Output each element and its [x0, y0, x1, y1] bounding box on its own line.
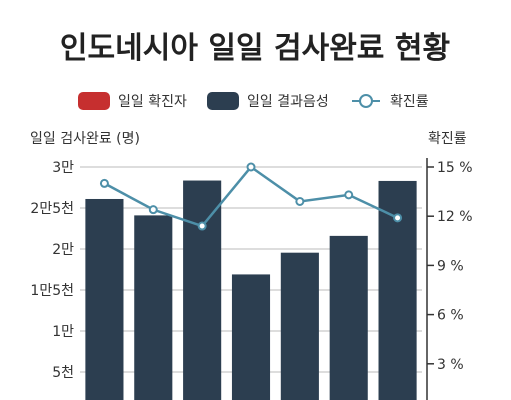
rate-line	[99, 162, 403, 231]
y-tick-label: 2만	[52, 242, 74, 258]
y-axis-ticks: 5천 1만 1만5천 2만 2만5천 3만	[30, 160, 74, 381]
y-axis-title: 일일 검사완료 (명)	[30, 131, 140, 147]
bars	[85, 180, 417, 400]
legend-label-rate: 확진률	[390, 94, 429, 110]
bar-negative	[85, 198, 124, 400]
legend-swatch-positive	[78, 92, 110, 110]
y-tick-label: 5천	[52, 365, 74, 381]
legend-marker-rate	[359, 94, 373, 108]
rate-point	[197, 221, 207, 231]
legend: 일일 확진자 일일 결과음성 확진률	[78, 92, 429, 110]
y2-axis-title: 확진률	[428, 131, 467, 147]
rate-point	[246, 162, 256, 172]
rate-point	[99, 178, 109, 188]
y2-tick-label: 3 %	[437, 357, 464, 373]
y2-tick-label: 12 %	[437, 209, 473, 225]
y2-axis-ticks: 3 % 6 % 9 % 12 % 15 %	[427, 160, 473, 373]
chart-title: 인도네시아 일일 검사완료 현황	[60, 31, 450, 66]
y2-tick-label: 6 %	[437, 308, 464, 324]
rate-point	[295, 196, 305, 206]
y-tick-label: 1만	[52, 324, 74, 340]
legend-label-negative: 일일 결과음성	[247, 94, 329, 110]
rate-point	[344, 190, 354, 200]
bar-negative	[280, 252, 319, 400]
bar-negative	[329, 235, 368, 400]
y-tick-label: 3만	[52, 160, 74, 176]
legend-label-positive: 일일 확진자	[118, 94, 187, 110]
y2-tick-label: 9 %	[437, 258, 464, 274]
bar-negative	[134, 215, 173, 400]
y2-tick-label: 15 %	[437, 160, 473, 176]
y-tick-label: 2만5천	[30, 201, 74, 217]
rate-point	[393, 213, 403, 223]
y-tick-label: 1만5천	[30, 283, 74, 299]
legend-swatch-negative	[207, 92, 239, 110]
bar-negative	[231, 274, 271, 400]
bar-negative	[183, 180, 222, 400]
rate-point	[148, 205, 158, 215]
